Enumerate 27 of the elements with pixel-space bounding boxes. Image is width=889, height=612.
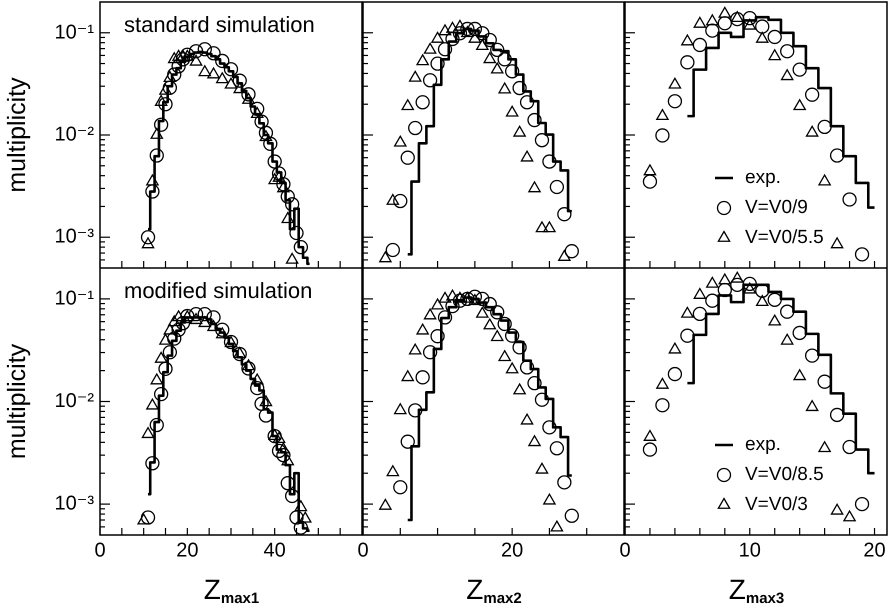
- x-tick-label: 40: [264, 540, 286, 562]
- annotation: standard simulation: [124, 12, 315, 38]
- y-axis-title: multiplicity: [2, 76, 31, 193]
- legend-label: V=V0/3: [745, 494, 808, 516]
- y-tick-label: 10⁻¹: [54, 287, 94, 310]
- y-tick-label: 10⁻³: [54, 492, 94, 515]
- x-tick-label: 20: [176, 540, 198, 562]
- y-tick-label: 10⁻³: [54, 226, 94, 248]
- x-tick-label: 0: [94, 540, 106, 562]
- x-axis-title: Z$_{max1}$: [202, 573, 260, 609]
- legend-label: V=V0/5.5: [745, 227, 824, 248]
- x-tick-label: 0: [619, 540, 631, 562]
- legend-label: exp.: [745, 434, 781, 456]
- x-axis-title: Z$_{max3}$: [728, 573, 786, 609]
- x-tick-label: 10: [738, 540, 761, 562]
- legend-label: V=V0/9: [745, 197, 808, 218]
- legend-label: exp.: [745, 167, 781, 188]
- x-axis-title: Z$_{max2}$: [465, 573, 523, 609]
- y-tick-label: 10⁻²: [54, 390, 94, 412]
- y-tick-label: 10⁻²: [54, 124, 94, 146]
- legend-label: V=V0/8.5: [745, 464, 824, 486]
- x-tick-label: 20: [863, 540, 886, 562]
- x-tick-label: 0: [357, 540, 369, 562]
- annotation: modified simulation: [124, 278, 312, 304]
- x-tick-label: 20: [501, 540, 524, 562]
- y-tick-label: 10⁻¹: [54, 21, 94, 44]
- y-axis-title: multiplicity: [2, 343, 31, 460]
